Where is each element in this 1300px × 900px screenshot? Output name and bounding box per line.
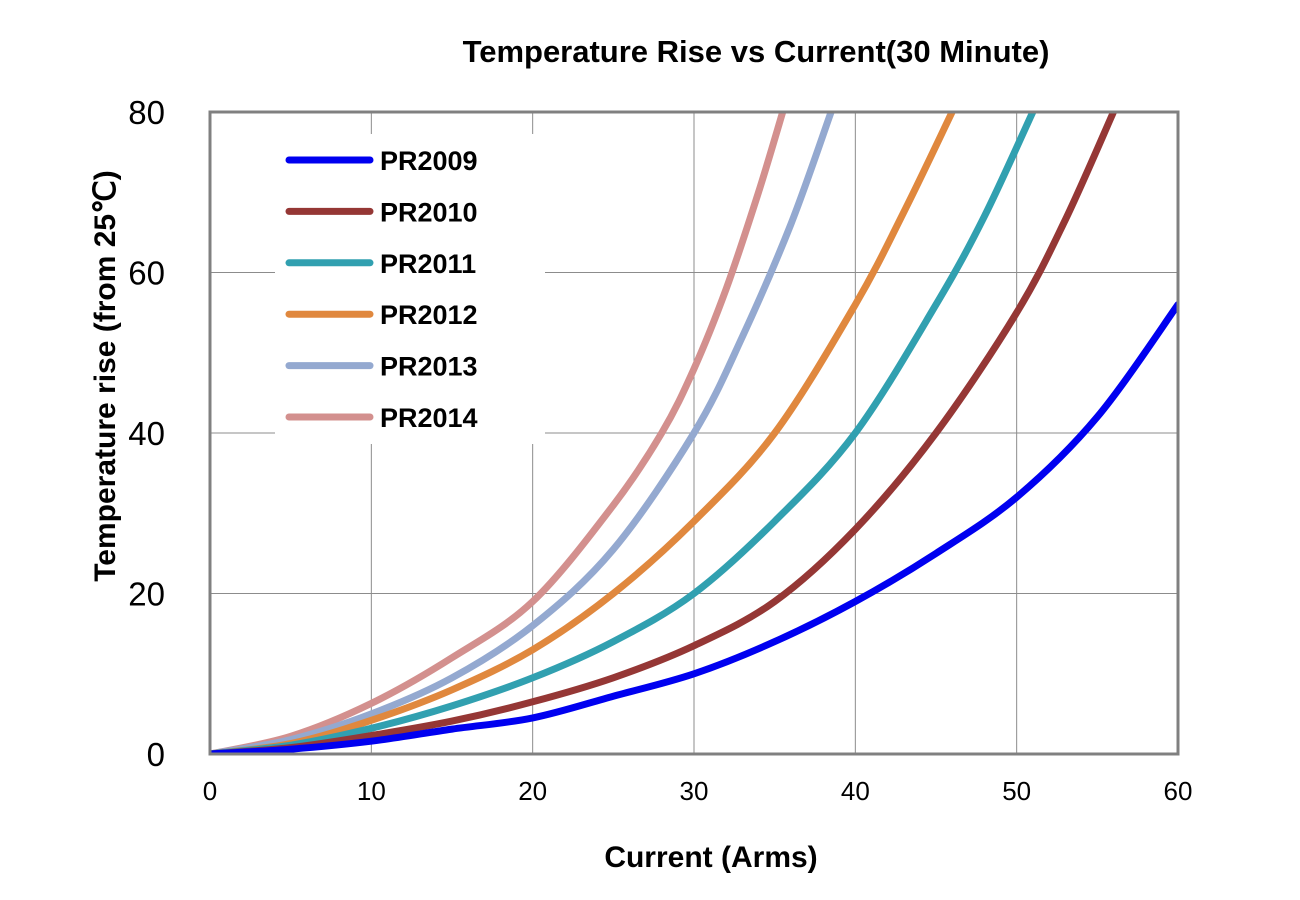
series-line-pr2014 (210, 112, 787, 754)
legend-background (275, 134, 545, 444)
legend-label-pr2012: PR2012 (380, 300, 478, 330)
x-tick-label: 40 (841, 776, 870, 806)
y-tick-label: 80 (128, 94, 165, 131)
x-tick-label: 60 (1164, 776, 1193, 806)
legend-label-pr2013: PR2013 (380, 352, 478, 382)
plot-frame (208, 110, 1180, 756)
legend-label-pr2009: PR2009 (380, 146, 478, 176)
y-axis-ticks: 0 20 40 60 80 (128, 94, 165, 773)
x-tick-label: 10 (357, 776, 386, 806)
x-tick-label: 0 (203, 776, 217, 806)
y-tick-label: 20 (128, 576, 165, 613)
x-tick-label: 30 (680, 776, 709, 806)
y-axis-label: Temperature rise (from 25℃) (89, 170, 122, 582)
series-line-pr2011 (210, 112, 1037, 754)
x-axis-ticks: 0 10 20 30 40 50 60 (203, 776, 1193, 806)
legend: PR2009 PR2010 PR2011 PR2012 PR2013 PR2014 (275, 134, 545, 444)
y-tick-label: 40 (128, 415, 165, 452)
legend-label-pr2014: PR2014 (380, 403, 478, 433)
x-axis-label: Current (Arms) (604, 841, 817, 874)
series-line-pr2013 (210, 112, 835, 754)
x-tick-label: 20 (518, 776, 547, 806)
legend-label-pr2010: PR2010 (380, 197, 478, 227)
legend-label-pr2011: PR2011 (380, 249, 476, 279)
series-line-pr2009 (210, 301, 1178, 754)
chart-title: Temperature Rise vs Current(30 Minute) (463, 34, 1050, 69)
series-line-pr2012 (210, 112, 956, 754)
y-tick-label: 60 (128, 255, 165, 292)
y-tick-label: 0 (147, 736, 165, 773)
x-tick-label: 50 (1002, 776, 1031, 806)
series-lines (210, 112, 1178, 754)
series-line-pr2010 (210, 112, 1117, 754)
